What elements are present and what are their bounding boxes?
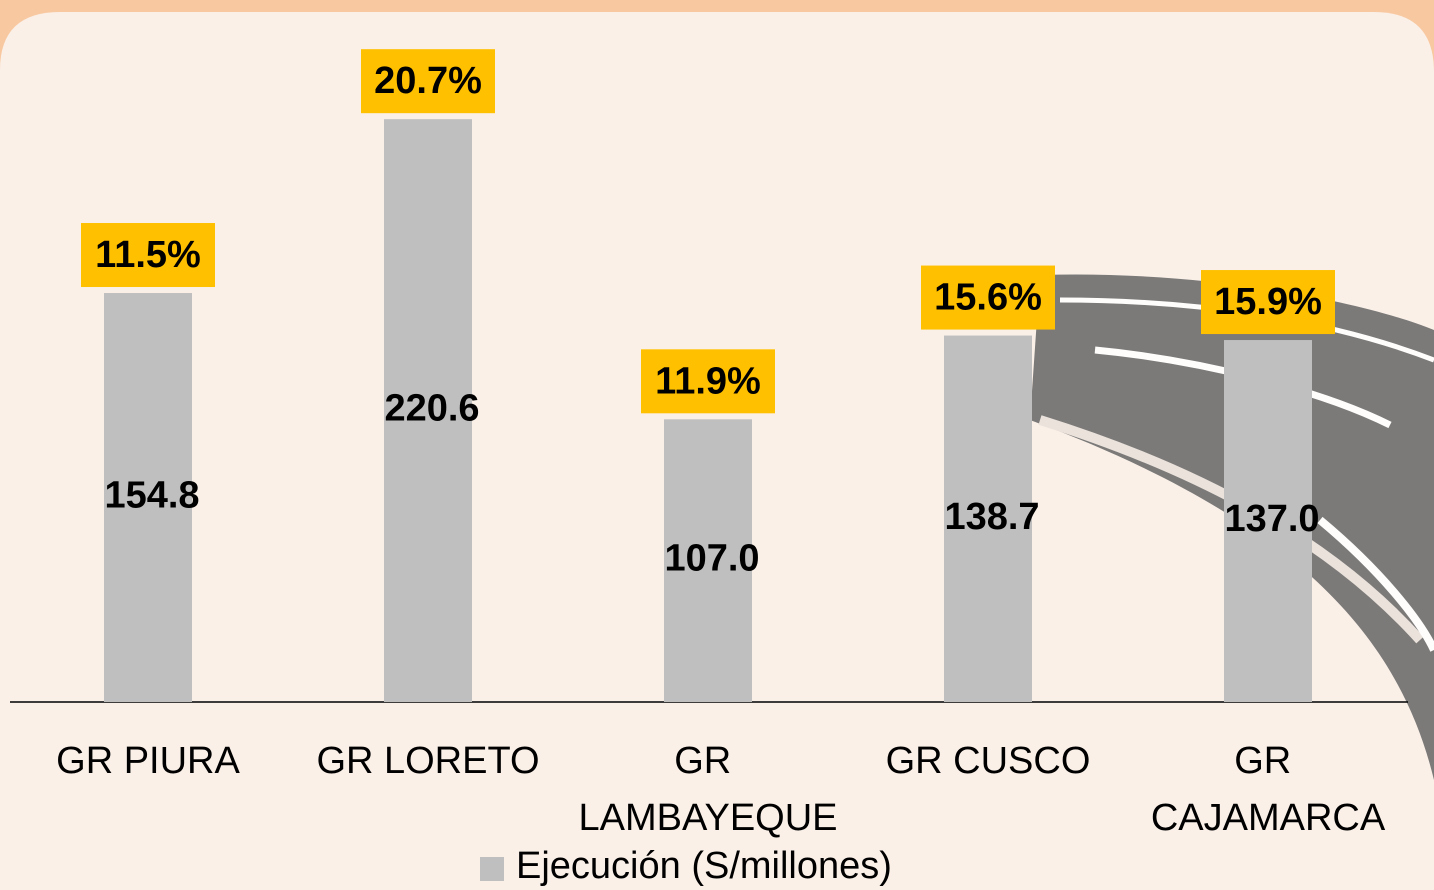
legend-swatch bbox=[480, 857, 504, 881]
value-label: 107.0 bbox=[664, 538, 759, 580]
percentage-label: 11.5% bbox=[95, 234, 201, 276]
percentage-label: 20.7% bbox=[374, 60, 482, 102]
page: {"chart_data": {"type": "bar", "categori… bbox=[0, 0, 1434, 890]
percentage-label: 11.9% bbox=[655, 360, 761, 402]
value-label: 154.8 bbox=[104, 475, 199, 517]
value-label: 220.6 bbox=[384, 388, 479, 430]
percentage-label: 15.9% bbox=[1214, 281, 1322, 323]
x-tick-label: GR PIURA bbox=[56, 740, 240, 782]
percentage-label: 15.6% bbox=[934, 277, 1042, 319]
value-label: 138.7 bbox=[944, 496, 1039, 538]
legend-label: Ejecución (S/millones) bbox=[516, 845, 892, 887]
value-label: 137.0 bbox=[1224, 498, 1319, 540]
x-tick-label: GR CUSCO bbox=[886, 740, 1091, 782]
x-tick-label: GR LORETO bbox=[316, 740, 539, 782]
chart: Ejecución (S/millones) 154.8 11.5% GR PIUR… bbox=[0, 0, 1434, 890]
